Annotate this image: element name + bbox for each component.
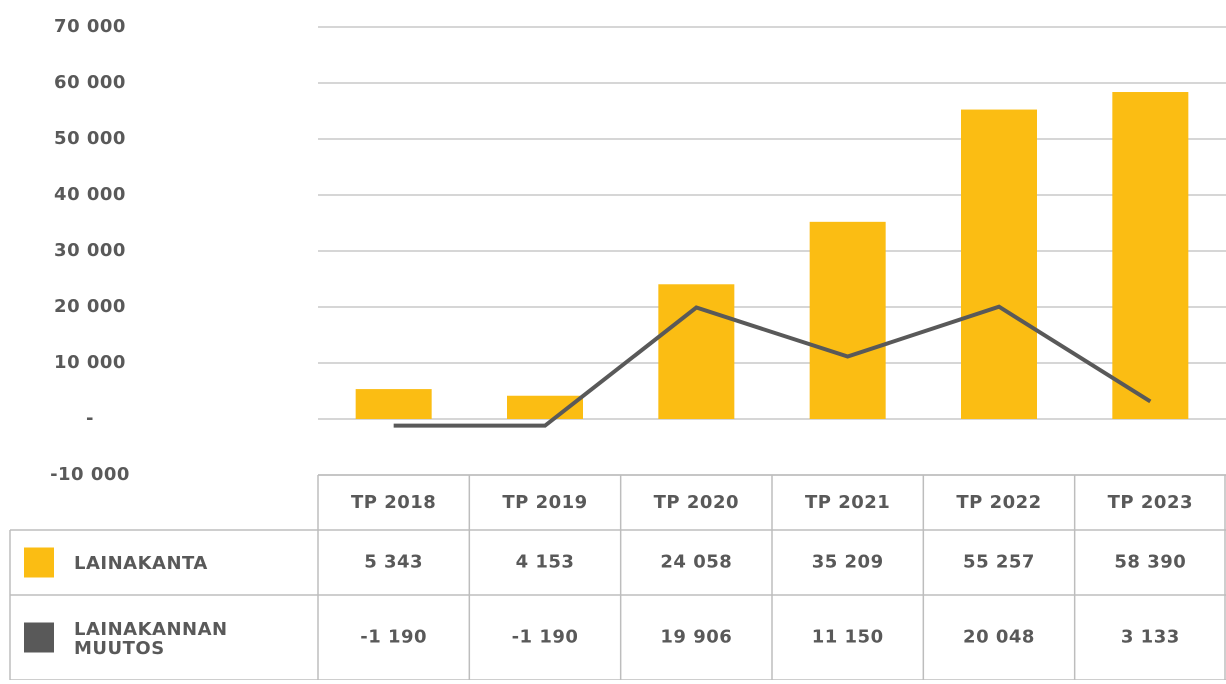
legend-label-box: LAINAKANNAN MUUTOS — [74, 618, 228, 659]
y-tick-label: 40 000 — [54, 184, 126, 205]
bar — [1112, 92, 1189, 420]
legend-label-box: LAINAKANTA — [74, 553, 208, 574]
bar — [961, 109, 1037, 420]
bar — [355, 389, 432, 419]
table-value: 19 906 — [660, 627, 732, 648]
x-tick-label: TP 2020 — [654, 492, 739, 513]
y-tick-label: 70 000 — [54, 16, 126, 37]
table-value: -1 190 — [512, 627, 579, 648]
y-tick-label: 20 000 — [54, 296, 126, 317]
bar — [658, 284, 735, 419]
table-value: 24 058 — [660, 552, 732, 573]
y-tick-label: - — [86, 408, 94, 429]
legend-swatch — [24, 547, 54, 578]
table-value: 58 390 — [1114, 552, 1186, 573]
legend-label: LAINAKANTA — [74, 553, 208, 574]
table-value: 4 153 — [516, 552, 575, 573]
legend-label: LAINAKANNAN MUUTOS — [74, 618, 228, 659]
bar — [809, 221, 886, 419]
line — [393, 304, 1152, 428]
table-value: 5 343 — [364, 552, 423, 573]
table-value: 55 257 — [963, 552, 1035, 573]
table-value: -1 190 — [360, 627, 427, 648]
legend-swatch — [24, 622, 54, 653]
y-tick-label: 10 000 — [54, 352, 126, 373]
x-tick-label: TP 2022 — [956, 492, 1041, 513]
x-tick-label: TP 2023 — [1108, 492, 1193, 513]
x-tick-label: TP 2019 — [502, 492, 587, 513]
x-tick-label: TP 2021 — [805, 492, 890, 513]
x-tick-label: TP 2018 — [351, 492, 436, 513]
y-tick-label: 30 000 — [54, 240, 126, 261]
table-value: 35 209 — [812, 552, 884, 573]
table-value: 20 048 — [963, 627, 1035, 648]
y-tick-label: 50 000 — [54, 128, 126, 149]
y-tick-label: -10 000 — [50, 464, 130, 485]
table-value: 3 133 — [1121, 627, 1180, 648]
y-tick-label: 60 000 — [54, 72, 126, 93]
table-value: 11 150 — [812, 627, 884, 648]
